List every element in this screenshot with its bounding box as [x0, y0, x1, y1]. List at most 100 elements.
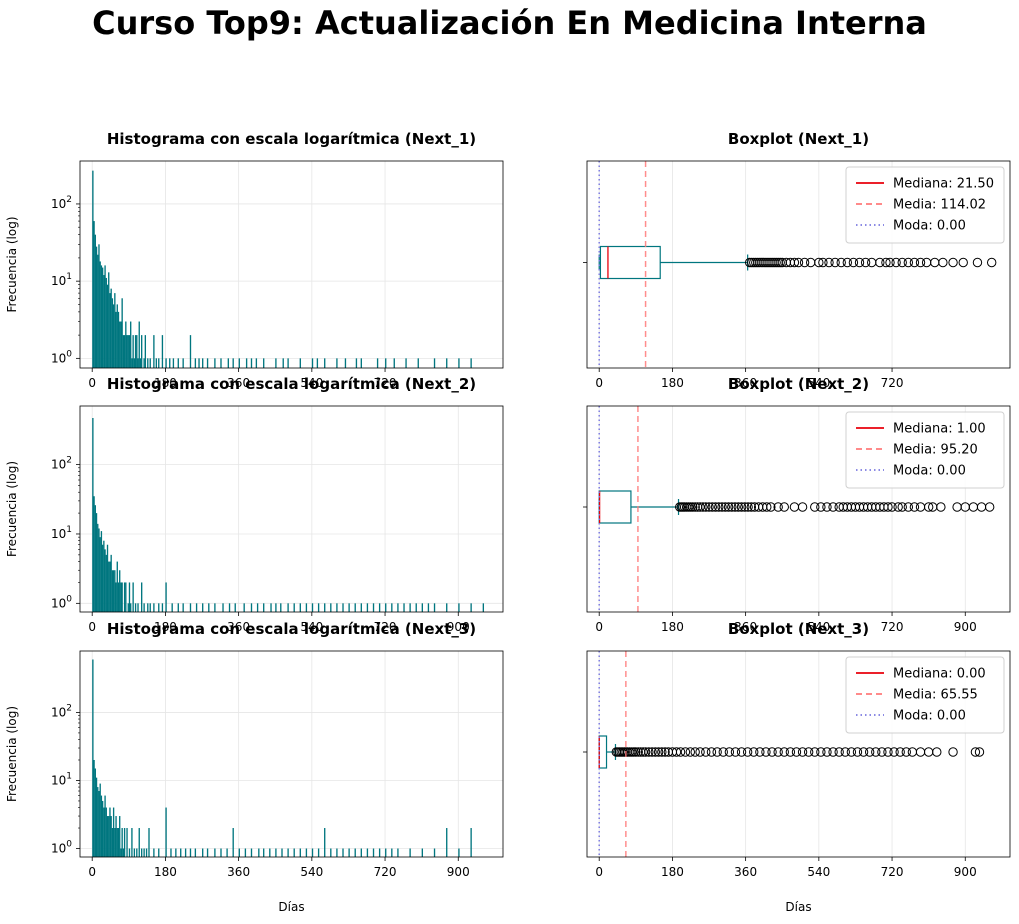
histogram-bar — [287, 358, 289, 368]
histogram-bar — [324, 603, 326, 612]
histogram-bar — [446, 358, 448, 368]
histogram-bar — [170, 848, 172, 857]
histogram-bar — [263, 603, 265, 612]
axes-frame — [79, 405, 504, 613]
histogram-bar — [372, 848, 375, 857]
histogram-bar — [144, 335, 147, 368]
x-tick-label: 180 — [154, 376, 177, 390]
histogram-bar — [433, 848, 436, 857]
boxplot-outlier — [633, 747, 643, 757]
histogram-bar — [98, 244, 100, 368]
x-tick-label: 180 — [661, 865, 684, 879]
boxplot-outlier — [695, 747, 705, 757]
boxplot-outlier — [984, 502, 995, 512]
boxplot-outlier — [767, 747, 777, 757]
histogram-bar — [238, 358, 240, 368]
histogram-bar — [299, 848, 301, 857]
histogram-bar — [132, 582, 134, 612]
boxplot-outlier — [785, 747, 796, 757]
histogram-bar — [305, 848, 308, 857]
boxplot-outlier — [883, 502, 893, 512]
boxplot-outlier — [974, 747, 985, 757]
histogram-bar — [106, 284, 109, 368]
histogram-bar — [101, 267, 104, 368]
histogram-bar — [110, 816, 112, 857]
histogram-bar — [255, 358, 258, 368]
y-tick-label: 100 — [51, 840, 72, 856]
histogram-bar — [117, 582, 120, 612]
boxplot-outlier — [718, 747, 728, 757]
histogram-bar — [126, 828, 128, 857]
x-tick-label: 720 — [881, 376, 904, 390]
x-tick-label: 720 — [881, 620, 904, 634]
boxplot-outlier — [755, 747, 765, 757]
boxplot-outlier — [891, 257, 901, 268]
x-tick-label: 0 — [595, 620, 603, 634]
boxplot-outlier — [986, 257, 997, 268]
histogram-bar — [397, 848, 399, 857]
x-tick-label: 720 — [374, 865, 397, 879]
histogram-bar — [171, 603, 173, 612]
histogram-bar — [131, 828, 133, 857]
histogram-bar — [234, 603, 236, 612]
x-tick-label: 360 — [734, 865, 757, 879]
histogram-bar — [141, 582, 143, 612]
histogram-bar — [109, 293, 111, 368]
histogram-bar — [433, 603, 436, 612]
histogram-bar — [115, 311, 117, 368]
histogram-bar — [275, 848, 277, 857]
histogram-bar — [103, 540, 105, 612]
boxplot-outlier — [779, 747, 789, 757]
histogram-bar — [134, 335, 137, 368]
histogram-bar — [153, 603, 155, 612]
histogram-bar — [378, 848, 381, 857]
histogram-bar — [121, 582, 123, 612]
histogram-bar — [117, 828, 120, 857]
boxplot-outlier — [907, 747, 918, 757]
legend-entry: Moda: 0.00 — [893, 219, 966, 234]
y-tick-label: 102 — [51, 456, 72, 472]
histogram-bar — [116, 304, 118, 368]
histogram-bar — [123, 828, 126, 857]
histogram-bar — [125, 582, 127, 612]
boxplot-outlier — [921, 257, 932, 268]
histogram-bar — [228, 603, 231, 612]
histogram-bar — [165, 358, 167, 368]
histogram-bar — [250, 358, 253, 368]
histogram-bar — [137, 358, 139, 368]
histogram-bar — [250, 603, 253, 612]
histogram-bar — [311, 603, 314, 612]
boxplot-outlier — [746, 502, 757, 512]
histogram-bar — [141, 848, 143, 857]
x-axis-label: Días — [785, 900, 811, 914]
histogram-bar — [93, 221, 95, 368]
histogram-bar — [366, 848, 369, 857]
boxplot-outlier — [932, 747, 942, 757]
axes-frame — [586, 405, 1011, 613]
histogram-bar — [391, 848, 393, 857]
histogram-bar — [256, 603, 259, 612]
boxplot-outlier — [749, 747, 759, 757]
boxplot-outlier — [816, 502, 826, 512]
boxplot-outlier — [688, 502, 698, 512]
boxplot-outlier — [761, 747, 771, 757]
boxplot-outlier — [930, 257, 940, 268]
histogram-bar — [121, 828, 123, 857]
boxplot-outlier — [704, 502, 714, 512]
boxplot-outlier — [923, 502, 934, 512]
boxplot-outlier — [883, 747, 893, 757]
boxplot-outlier — [923, 747, 934, 757]
boxplot-outlier — [650, 747, 661, 757]
boxplot-outlier — [701, 502, 711, 512]
histogram-bar — [120, 582, 122, 612]
legend-entry: Media: 95.20 — [893, 443, 978, 458]
y-tick-label: 101 — [51, 525, 72, 541]
histogram-bar — [470, 828, 472, 857]
boxplot-outlier — [707, 502, 717, 512]
histogram-bar — [330, 848, 332, 857]
histogram-title: Histograma con escala logarítmica (Next_… — [107, 375, 476, 393]
x-tick-label: 540 — [300, 376, 323, 390]
histogram-bar — [244, 848, 247, 857]
histogram-bar — [214, 358, 216, 368]
boxplot-outlier — [799, 257, 810, 268]
